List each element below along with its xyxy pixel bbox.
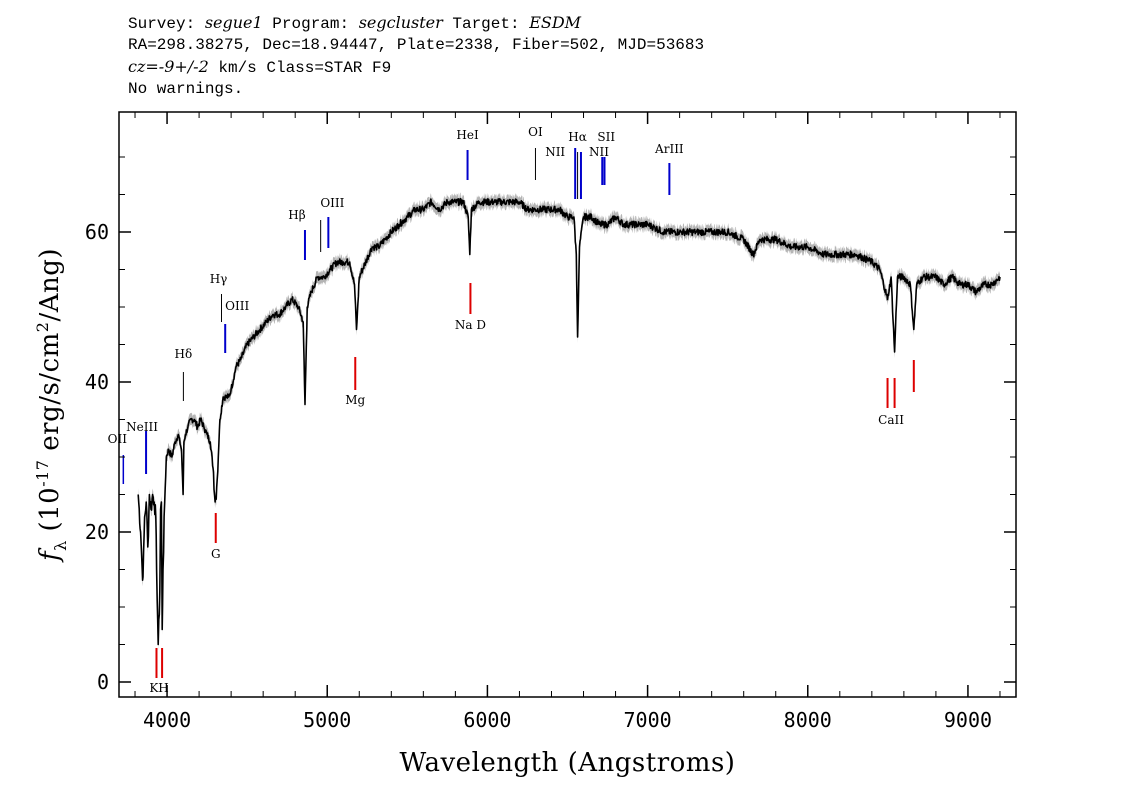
survey-name: segue1	[204, 13, 263, 32]
absorption-line-label: Na D	[455, 318, 486, 332]
absorption-line-label: KH	[149, 681, 168, 695]
spectrum-line	[137, 197, 1001, 646]
emission-line-label: HeI	[456, 128, 479, 142]
x-tick-label: 9000	[944, 708, 992, 732]
emission-line-label: NII	[545, 145, 565, 159]
x-tick-label: 6000	[463, 708, 511, 732]
x-tick-label: 8000	[784, 708, 832, 732]
x-axis-title: Wavelength (Angstroms)	[400, 748, 736, 778]
emission-line-label: Hβ	[288, 208, 305, 222]
emission-line-label: ArIII	[654, 142, 684, 156]
emission-line-label: Hγ	[210, 272, 228, 286]
absorption-line-label: Mg	[345, 393, 365, 407]
header-line-warnings: No warnings.	[128, 80, 244, 98]
emission-line-label: Hα	[568, 130, 587, 144]
header-line-redshift: cz=-9+/-2 km/s Class=STAR F9	[128, 57, 392, 77]
x-tick-label: 7000	[624, 708, 672, 732]
y-axis-title: fλ (10-17 erg/s/cm2/Ang)	[33, 248, 70, 563]
emission-line-label: NII	[589, 145, 609, 159]
y-tick-label: 60	[85, 220, 109, 244]
emission-line-label: Hδ	[175, 347, 193, 361]
plot-frame	[118, 111, 1017, 698]
spectrum-series-layer	[137, 197, 1001, 646]
header-line-survey: Survey: segue1 Program: segcluster Targe…	[128, 13, 582, 33]
absorption-line-label: CaII	[878, 413, 904, 427]
emission-line-label: NeIII	[126, 420, 158, 434]
emission-line-label: OIII	[320, 196, 344, 210]
header-line-coordinates: RA=298.38275, Dec=18.94447, Plate=2338, …	[128, 36, 705, 54]
program-name: segcluster	[358, 13, 443, 32]
y-tick-label: 0	[97, 670, 109, 694]
cz-value: -9+/-2	[158, 57, 209, 76]
emission-line-label: OI	[528, 125, 543, 139]
emission-line-label: OIII	[225, 299, 249, 313]
y-tick-label: 40	[85, 370, 109, 394]
absorption-line-label: G	[211, 547, 221, 561]
axis-ticks: 4000 5000 6000 7000 8000 9000 0 20 40 60	[85, 112, 1016, 732]
x-tick-label: 4000	[143, 708, 191, 732]
target-name: ESDM	[529, 13, 582, 32]
emission-line-label: SII	[597, 130, 615, 144]
x-tick-label: 5000	[303, 708, 351, 732]
spectrum-header: Survey: segue1 Program: segcluster Targe…	[128, 12, 704, 100]
emission-line-label: OII	[108, 432, 128, 446]
y-tick-label: 20	[85, 520, 109, 544]
